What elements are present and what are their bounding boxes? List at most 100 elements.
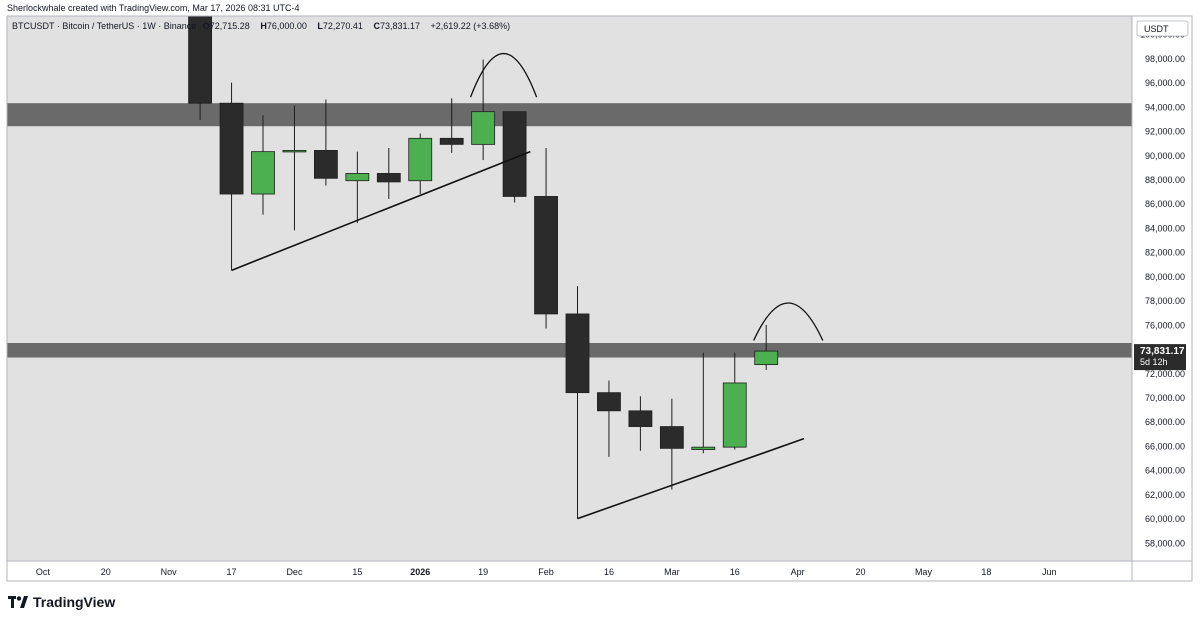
candle-body [376, 173, 401, 183]
candle-body [691, 446, 716, 450]
price-tick-label: 82,000.00 [1145, 248, 1185, 258]
candle-up [282, 105, 307, 231]
arc-drawing [753, 302, 824, 341]
time-tick-label: 18 [981, 567, 991, 577]
currency-label: USDT [1144, 24, 1169, 34]
time-tick-label: Nov [161, 567, 178, 577]
plot-area[interactable] [7, 16, 1132, 561]
candle-up [722, 352, 747, 450]
candle-down [439, 98, 464, 153]
time-axis[interactable]: Oct 20 Nov 17 Dec 15 2026 19 Feb 16 Mar 16 Apr 20 May 1… [7, 561, 1132, 581]
price-tick-label: 72,000.00 [1145, 369, 1185, 379]
ohlc-open: O72,715.28 [203, 21, 254, 31]
attribution-text: Sherlockwhale created with TradingView.c… [7, 3, 300, 13]
time-tick-label: 16 [730, 567, 740, 577]
price-tick-label: 62,000.00 [1145, 490, 1185, 500]
candle-body [534, 196, 558, 315]
high-label: H [260, 21, 267, 31]
currency-badge: USDT [1136, 20, 1189, 37]
axis-frame [6, 15, 1193, 582]
candle-up [251, 115, 275, 215]
arc-drawing [469, 53, 538, 98]
candle-down [313, 99, 338, 186]
price-tick-label: 84,000.00 [1145, 223, 1185, 233]
candle-body [722, 382, 747, 448]
price-tick-label: 66,000.00 [1145, 441, 1185, 451]
close-value: 73,831.17 [379, 21, 420, 31]
current-price-box [1134, 344, 1186, 371]
ohlc-close: C73,831.17 [373, 21, 424, 31]
chart-frame [6, 15, 1193, 582]
change-value: +2,619.22 (+3.68%) [430, 21, 511, 31]
high-value: 76,000.00 [266, 21, 307, 31]
candle-down [659, 398, 684, 490]
candle-body [471, 111, 496, 145]
time-tick-label: 17 [227, 567, 237, 577]
time-tick-label: 20 [856, 567, 866, 577]
price-tick-label: 94,000.00 [1145, 102, 1185, 112]
candle-body [313, 150, 338, 179]
candles [188, 16, 779, 519]
close-label: C [373, 21, 380, 31]
candle-body [597, 392, 621, 412]
price-zone [7, 103, 1132, 127]
open-value: 72,715.28 [209, 21, 250, 31]
price-tick-label: 90,000.00 [1145, 151, 1185, 161]
price-tick-label: 80,000.00 [1145, 272, 1185, 282]
price-tick-label: 68,000.00 [1145, 417, 1185, 427]
candle-down [376, 148, 401, 199]
price-axis-background [1132, 0, 1200, 582]
time-tick-label: May [915, 567, 933, 577]
candle-down [219, 82, 244, 271]
time-tick-label: Mar [664, 567, 680, 577]
price-tick-label: 78,000.00 [1145, 296, 1185, 306]
price-axis[interactable]: 58,000.00 60,000.00 62,000.00 64,000.00 66,0… [1132, 0, 1200, 582]
candle-body [219, 102, 244, 195]
candle-down [597, 380, 621, 457]
candle-up [408, 133, 433, 195]
candle-down [188, 16, 213, 121]
candle-down [628, 396, 653, 451]
low-label: L [317, 21, 323, 31]
ohlc-low: L72,270.41 [317, 21, 367, 31]
candle-body [628, 410, 653, 427]
bar-countdown-label: 5d 12h [1140, 357, 1168, 367]
current-price-label: 73,831.17 [1140, 346, 1185, 357]
price-tick-label: 64,000.00 [1145, 466, 1185, 476]
time-tick-label: 2026 [410, 567, 430, 577]
candle-down [565, 286, 590, 519]
price-tick-label: 88,000.00 [1145, 175, 1185, 185]
candle-body [251, 151, 275, 195]
candle-up [691, 352, 716, 454]
time-tick-label: Oct [36, 567, 51, 577]
time-axis-background [7, 561, 1132, 581]
candle-body [565, 313, 590, 394]
brand-name: TradingView [33, 594, 116, 610]
trendline [231, 150, 531, 272]
tradingview-brand[interactable]: TradingView [8, 594, 115, 610]
candle-body [345, 173, 370, 182]
price-tick-label: 76,000.00 [1145, 320, 1185, 330]
low-value: 72,270.41 [322, 21, 363, 31]
symbol-legend: BTCUSDT · Bitcoin / TetherUS · 1W · Bina… [12, 21, 514, 31]
time-tick-label: Dec [286, 567, 303, 577]
ohlc-high: H76,000.00 [260, 21, 311, 31]
open-label: O [202, 21, 210, 31]
tradingview-logo-icon [8, 596, 28, 608]
symbol-name: BTCUSDT · Bitcoin / TetherUS · 1W · Bina… [12, 21, 197, 31]
price-tick-label: 58,000.00 [1145, 538, 1185, 548]
time-tick-label: 15 [352, 567, 362, 577]
price-tick-label: 60,000.00 [1145, 514, 1185, 524]
candle-body [439, 137, 464, 145]
time-tick-label: 20 [101, 567, 111, 577]
drawings [231, 53, 824, 520]
candle-up [471, 59, 496, 161]
price-tick-label: 92,000.00 [1145, 127, 1185, 137]
price-tick-label: 86,000.00 [1145, 199, 1185, 209]
time-tick-label: Apr [791, 567, 805, 577]
time-tick-label: 19 [478, 567, 488, 577]
candle-body [659, 426, 684, 449]
